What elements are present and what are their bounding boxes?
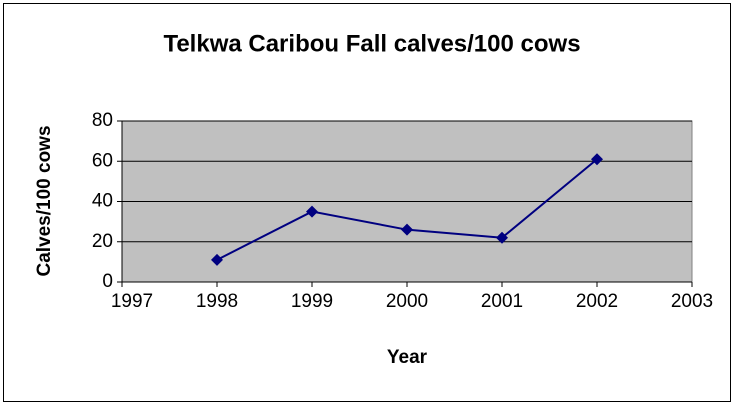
data-point — [211, 253, 223, 266]
x-tick-label: 1997 — [111, 291, 153, 312]
x-tick-label: 1998 — [196, 291, 238, 312]
data-point — [496, 231, 508, 244]
y-tick-label: 40 — [92, 191, 113, 212]
y-tick-label: 20 — [92, 231, 113, 252]
x-tick-label: 2000 — [386, 291, 428, 312]
y-tick-label: 80 — [92, 110, 113, 131]
x-tick-label: 2002 — [576, 291, 618, 312]
x-tick-label: 1999 — [291, 291, 333, 312]
chart-title: Telkwa Caribou Fall calves/100 cows — [163, 30, 580, 57]
y-axis-label: Calves/100 cows — [34, 125, 55, 276]
data-point — [591, 153, 603, 166]
x-tick-label: 2003 — [671, 291, 713, 312]
x-axis-label: Year — [387, 347, 428, 368]
y-tick-label: 0 — [102, 271, 113, 292]
data-point — [306, 205, 318, 218]
x-tick-label: 2001 — [481, 291, 523, 312]
data-point — [401, 223, 413, 236]
y-tick-label: 60 — [92, 150, 113, 171]
